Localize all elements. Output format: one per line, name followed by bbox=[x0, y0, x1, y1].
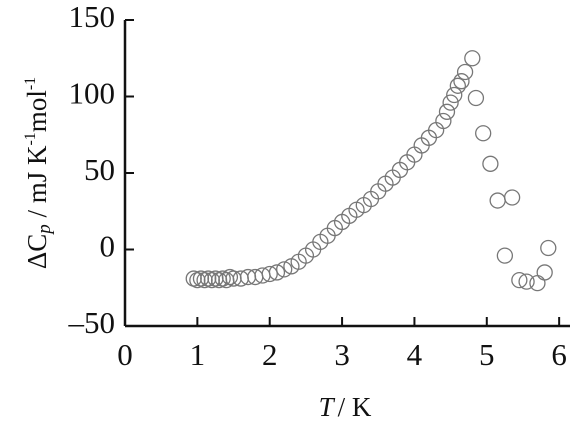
data-point bbox=[261, 265, 278, 283]
x-tick-label: 4 bbox=[407, 337, 423, 372]
data-point bbox=[540, 239, 557, 257]
data-point bbox=[482, 155, 499, 172]
y-label-part: / mJ K bbox=[22, 145, 52, 224]
y-tick-label: 100 bbox=[69, 76, 116, 111]
x-tick-label: 6 bbox=[551, 337, 567, 372]
data-point bbox=[536, 264, 553, 281]
x-tick-label: 0 bbox=[117, 337, 133, 372]
y-label-part: -1 bbox=[22, 77, 39, 90]
x-tick-label: 2 bbox=[262, 337, 278, 372]
y-tick-label: –50 bbox=[68, 305, 116, 340]
data-point bbox=[435, 112, 452, 130]
data-point bbox=[489, 192, 506, 209]
x-tick-label: 5 bbox=[479, 337, 495, 372]
data-point bbox=[438, 103, 456, 120]
data-point bbox=[503, 189, 521, 206]
y-label-part: p bbox=[34, 224, 55, 236]
data-point bbox=[453, 73, 470, 90]
x-axis-label: T / K bbox=[319, 392, 372, 422]
data-point bbox=[518, 273, 535, 290]
y-tick-label: 150 bbox=[69, 0, 116, 34]
x-tick-label: 1 bbox=[190, 337, 206, 372]
data-point bbox=[456, 63, 474, 81]
y-axis-label: ΔCp / mJ K-1mol-1 bbox=[22, 77, 56, 269]
data-point bbox=[442, 94, 459, 111]
data-point bbox=[467, 89, 485, 107]
data-point bbox=[475, 125, 492, 142]
y-tick-label: 50 bbox=[84, 152, 115, 187]
x-label-part: T bbox=[319, 392, 336, 422]
data-point bbox=[464, 50, 481, 67]
data-point bbox=[496, 247, 514, 264]
y-label-part: mol bbox=[22, 90, 52, 132]
data-point bbox=[268, 264, 286, 281]
y-tick-label: 0 bbox=[100, 229, 116, 264]
data-point bbox=[276, 261, 293, 278]
data-point bbox=[529, 275, 546, 292]
x-tick-label: 3 bbox=[334, 337, 350, 372]
data-point bbox=[446, 86, 463, 104]
y-label-part: -1 bbox=[22, 132, 39, 145]
y-label-part: ΔC bbox=[22, 234, 52, 269]
data-point bbox=[449, 77, 466, 94]
x-label-part: / K bbox=[338, 392, 372, 422]
data-point bbox=[511, 271, 528, 289]
